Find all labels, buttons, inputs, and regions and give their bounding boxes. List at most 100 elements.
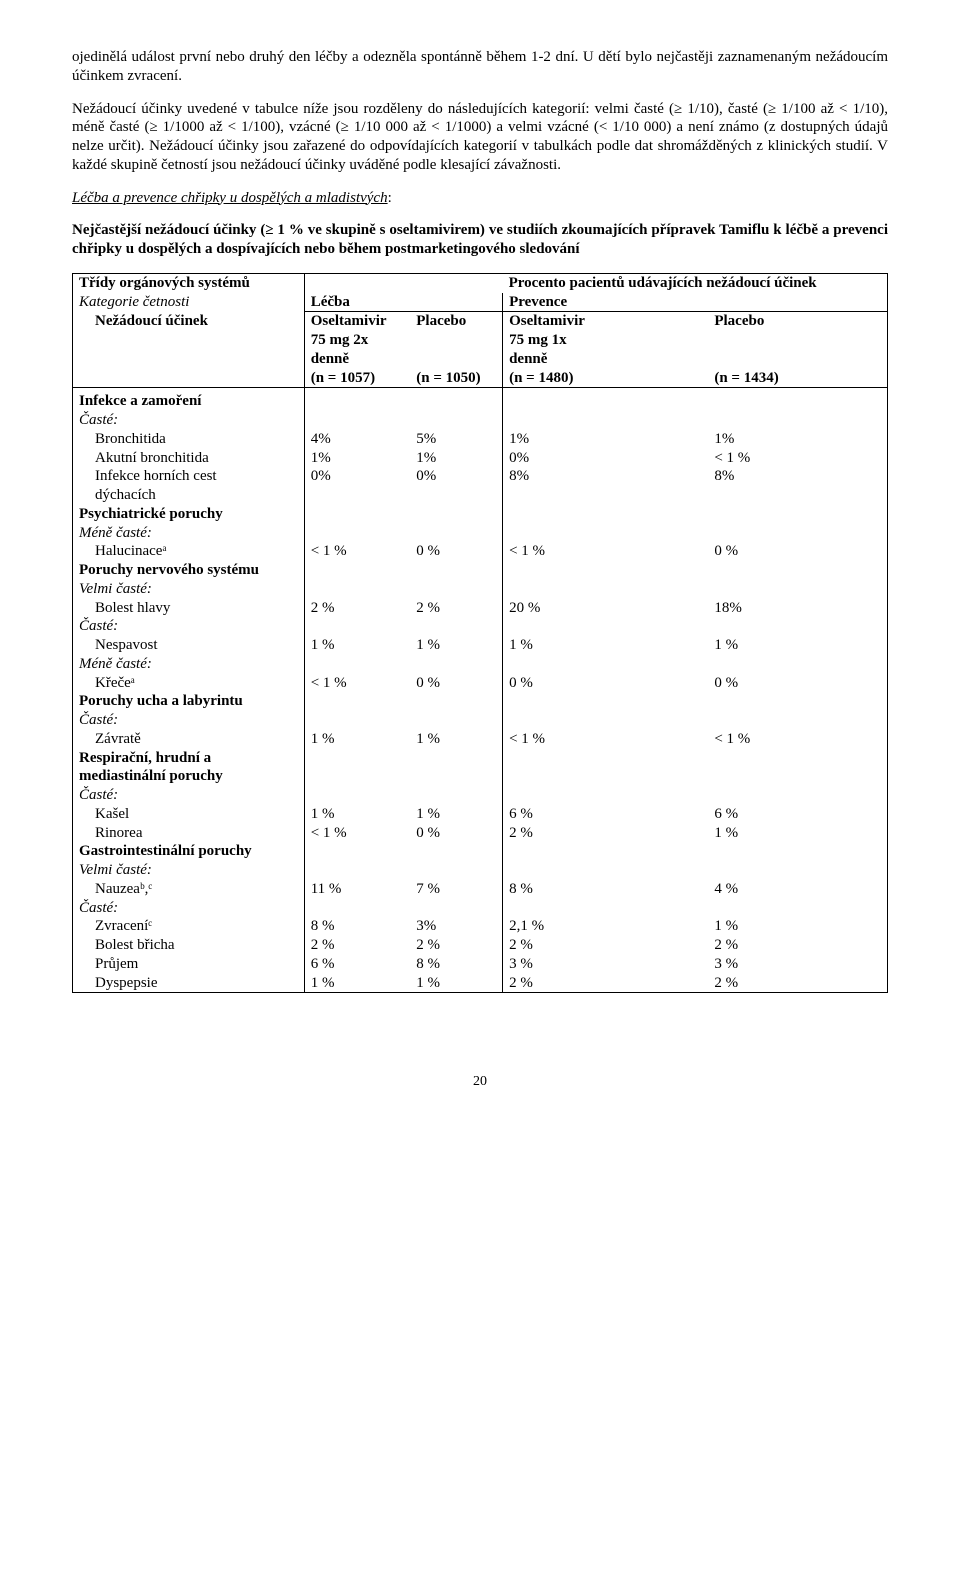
cell-label: Průjem xyxy=(73,955,305,974)
group-psych: Psychiatrické poruchy xyxy=(73,505,305,524)
cell-label: Bolest hlavy xyxy=(73,599,305,618)
cell-a: 2 % xyxy=(304,936,410,955)
hdr-placebo-treat: Placebo xyxy=(410,312,502,331)
hdr-category: Kategorie četnosti xyxy=(73,293,305,312)
cell-b: 0 % xyxy=(410,674,502,693)
hdr-osel-treat4: (n = 1057) xyxy=(304,369,410,388)
cell-label: Dyspepsie xyxy=(73,974,305,993)
group-resp-2: mediastinální poruchy xyxy=(73,767,305,786)
row-halucinace: Halucinaceᵃ < 1 % 0 % < 1 % 0 % xyxy=(73,542,888,561)
cell-c: 6 % xyxy=(503,805,709,824)
cell-c: 8 % xyxy=(503,880,709,899)
adverse-effects-table: Třídy orgánových systémů Procento pacien… xyxy=(72,273,888,994)
row-krece: Křečeᵃ < 1 % 0 % 0 % 0 % xyxy=(73,674,888,693)
row-zvraceni: Zvraceníᶜ 8 % 3% 2,1 % 1 % xyxy=(73,917,888,936)
hdr-osel-treat3: denně xyxy=(304,350,410,369)
cell-d: 3 % xyxy=(708,955,887,974)
cell-b: 0 % xyxy=(410,824,502,843)
cell-b: 1% xyxy=(410,449,502,468)
cell-b: 8 % xyxy=(410,955,502,974)
cell-d: 0 % xyxy=(708,542,887,561)
cell-c: 3 % xyxy=(503,955,709,974)
cell-b: 1 % xyxy=(410,636,502,655)
hdr-placebo-prev: Placebo xyxy=(708,312,887,331)
freq-velmi-1: Velmi časté: xyxy=(73,580,305,599)
freq-caste-2: Časté: xyxy=(73,617,305,636)
cell-a: < 1 % xyxy=(304,674,410,693)
hdr-effect: Nežádoucí účinek xyxy=(73,312,305,331)
row-infhorni-2: dýchacích xyxy=(73,486,888,505)
cell-d: 1% xyxy=(708,430,887,449)
cell-d: < 1 % xyxy=(708,730,887,749)
freq-velmi-2: Velmi časté: xyxy=(73,861,305,880)
cell-a: < 1 % xyxy=(304,824,410,843)
cell-d: 8% xyxy=(708,467,887,486)
cell-d: 2 % xyxy=(708,936,887,955)
cell-c: 2 % xyxy=(503,824,709,843)
cell-c: < 1 % xyxy=(503,730,709,749)
row-kasel: Kašel 1 % 1 % 6 % 6 % xyxy=(73,805,888,824)
hdr-placebo-prev-n: (n = 1434) xyxy=(708,369,887,388)
row-nauzea: Nauzeaᵇ,ᶜ 11 % 7 % 8 % 4 % xyxy=(73,880,888,899)
cell-d: 1 % xyxy=(708,824,887,843)
cell-label: Akutní bronchitida xyxy=(73,449,305,468)
cell-d: 4 % xyxy=(708,880,887,899)
hdr-osel-prev3: denně xyxy=(503,350,709,369)
cell-a: 8 % xyxy=(304,917,410,936)
cell-label2: dýchacích xyxy=(73,486,305,505)
cell-b: 0 % xyxy=(410,542,502,561)
group-infekce: Infekce a zamoření xyxy=(73,392,305,411)
hdr-top-span: Procento pacientů udávajících nežádoucí … xyxy=(503,273,888,292)
cell-c: 2 % xyxy=(503,974,709,993)
cell-d: 1 % xyxy=(708,917,887,936)
section-title: Léčba a prevence chřipky u dospělých a m… xyxy=(72,189,888,208)
cell-a: 1% xyxy=(304,449,410,468)
cell-c: 0% xyxy=(503,449,709,468)
cell-label: Nespavost xyxy=(73,636,305,655)
cell-b: 1 % xyxy=(410,974,502,993)
row-bronchitida: Bronchitida 4% 5% 1% 1% xyxy=(73,430,888,449)
hdr-top1 xyxy=(304,273,502,292)
cell-b: 3% xyxy=(410,917,502,936)
cell-b: 5% xyxy=(410,430,502,449)
cell-label: Bolest břicha xyxy=(73,936,305,955)
table-caption: Nejčastější nežádoucí účinky (≥ 1 % ve s… xyxy=(72,221,888,259)
cell-a: 1 % xyxy=(304,974,410,993)
page-number: 20 xyxy=(72,1073,888,1091)
row-dyspepsie: Dyspepsie 1 % 1 % 2 % 2 % xyxy=(73,974,888,993)
cell-c: 20 % xyxy=(503,599,709,618)
freq-caste-1: Časté: xyxy=(73,411,305,430)
hdr-placebo-treat-n: (n = 1050) xyxy=(410,369,502,388)
cell-c: 1 % xyxy=(503,636,709,655)
cell-a: 1 % xyxy=(304,636,410,655)
group-ucho: Poruchy ucha a labyrintu xyxy=(73,692,305,711)
freq-mene-1: Méně časté: xyxy=(73,524,305,543)
cell-label: Závratě xyxy=(73,730,305,749)
cell-b: 0% xyxy=(410,467,502,486)
hdr-osel-treat1: Oseltamivir xyxy=(304,312,410,331)
cell-c: 8% xyxy=(503,467,709,486)
freq-caste-4: Časté: xyxy=(73,786,305,805)
cell-label: Rinorea xyxy=(73,824,305,843)
cell-c: 0 % xyxy=(503,674,709,693)
hdr-systems: Třídy orgánových systémů xyxy=(73,273,305,292)
cell-label: Křečeᵃ xyxy=(73,674,305,693)
cell-d: 0 % xyxy=(708,674,887,693)
cell-a: 1 % xyxy=(304,805,410,824)
cell-c: 1% xyxy=(503,430,709,449)
cell-a: 6 % xyxy=(304,955,410,974)
cell-d: 1 % xyxy=(708,636,887,655)
row-prujem: Průjem 6 % 8 % 3 % 3 % xyxy=(73,955,888,974)
cell-label: Nauzeaᵇ,ᶜ xyxy=(73,880,305,899)
group-resp-1: Respirační, hrudní a xyxy=(73,749,305,768)
cell-b: 7 % xyxy=(410,880,502,899)
cell-a: 0% xyxy=(304,467,410,486)
cell-d: < 1 % xyxy=(708,449,887,468)
cell-label1: Infekce horních cest xyxy=(73,467,305,486)
freq-mene-2: Méně časté: xyxy=(73,655,305,674)
cell-a: 1 % xyxy=(304,730,410,749)
section-title-text: Léčba a prevence chřipky u dospělých a m… xyxy=(72,190,388,206)
cell-a: 11 % xyxy=(304,880,410,899)
row-bolestbricha: Bolest břicha 2 % 2 % 2 % 2 % xyxy=(73,936,888,955)
cell-b: 2 % xyxy=(410,599,502,618)
